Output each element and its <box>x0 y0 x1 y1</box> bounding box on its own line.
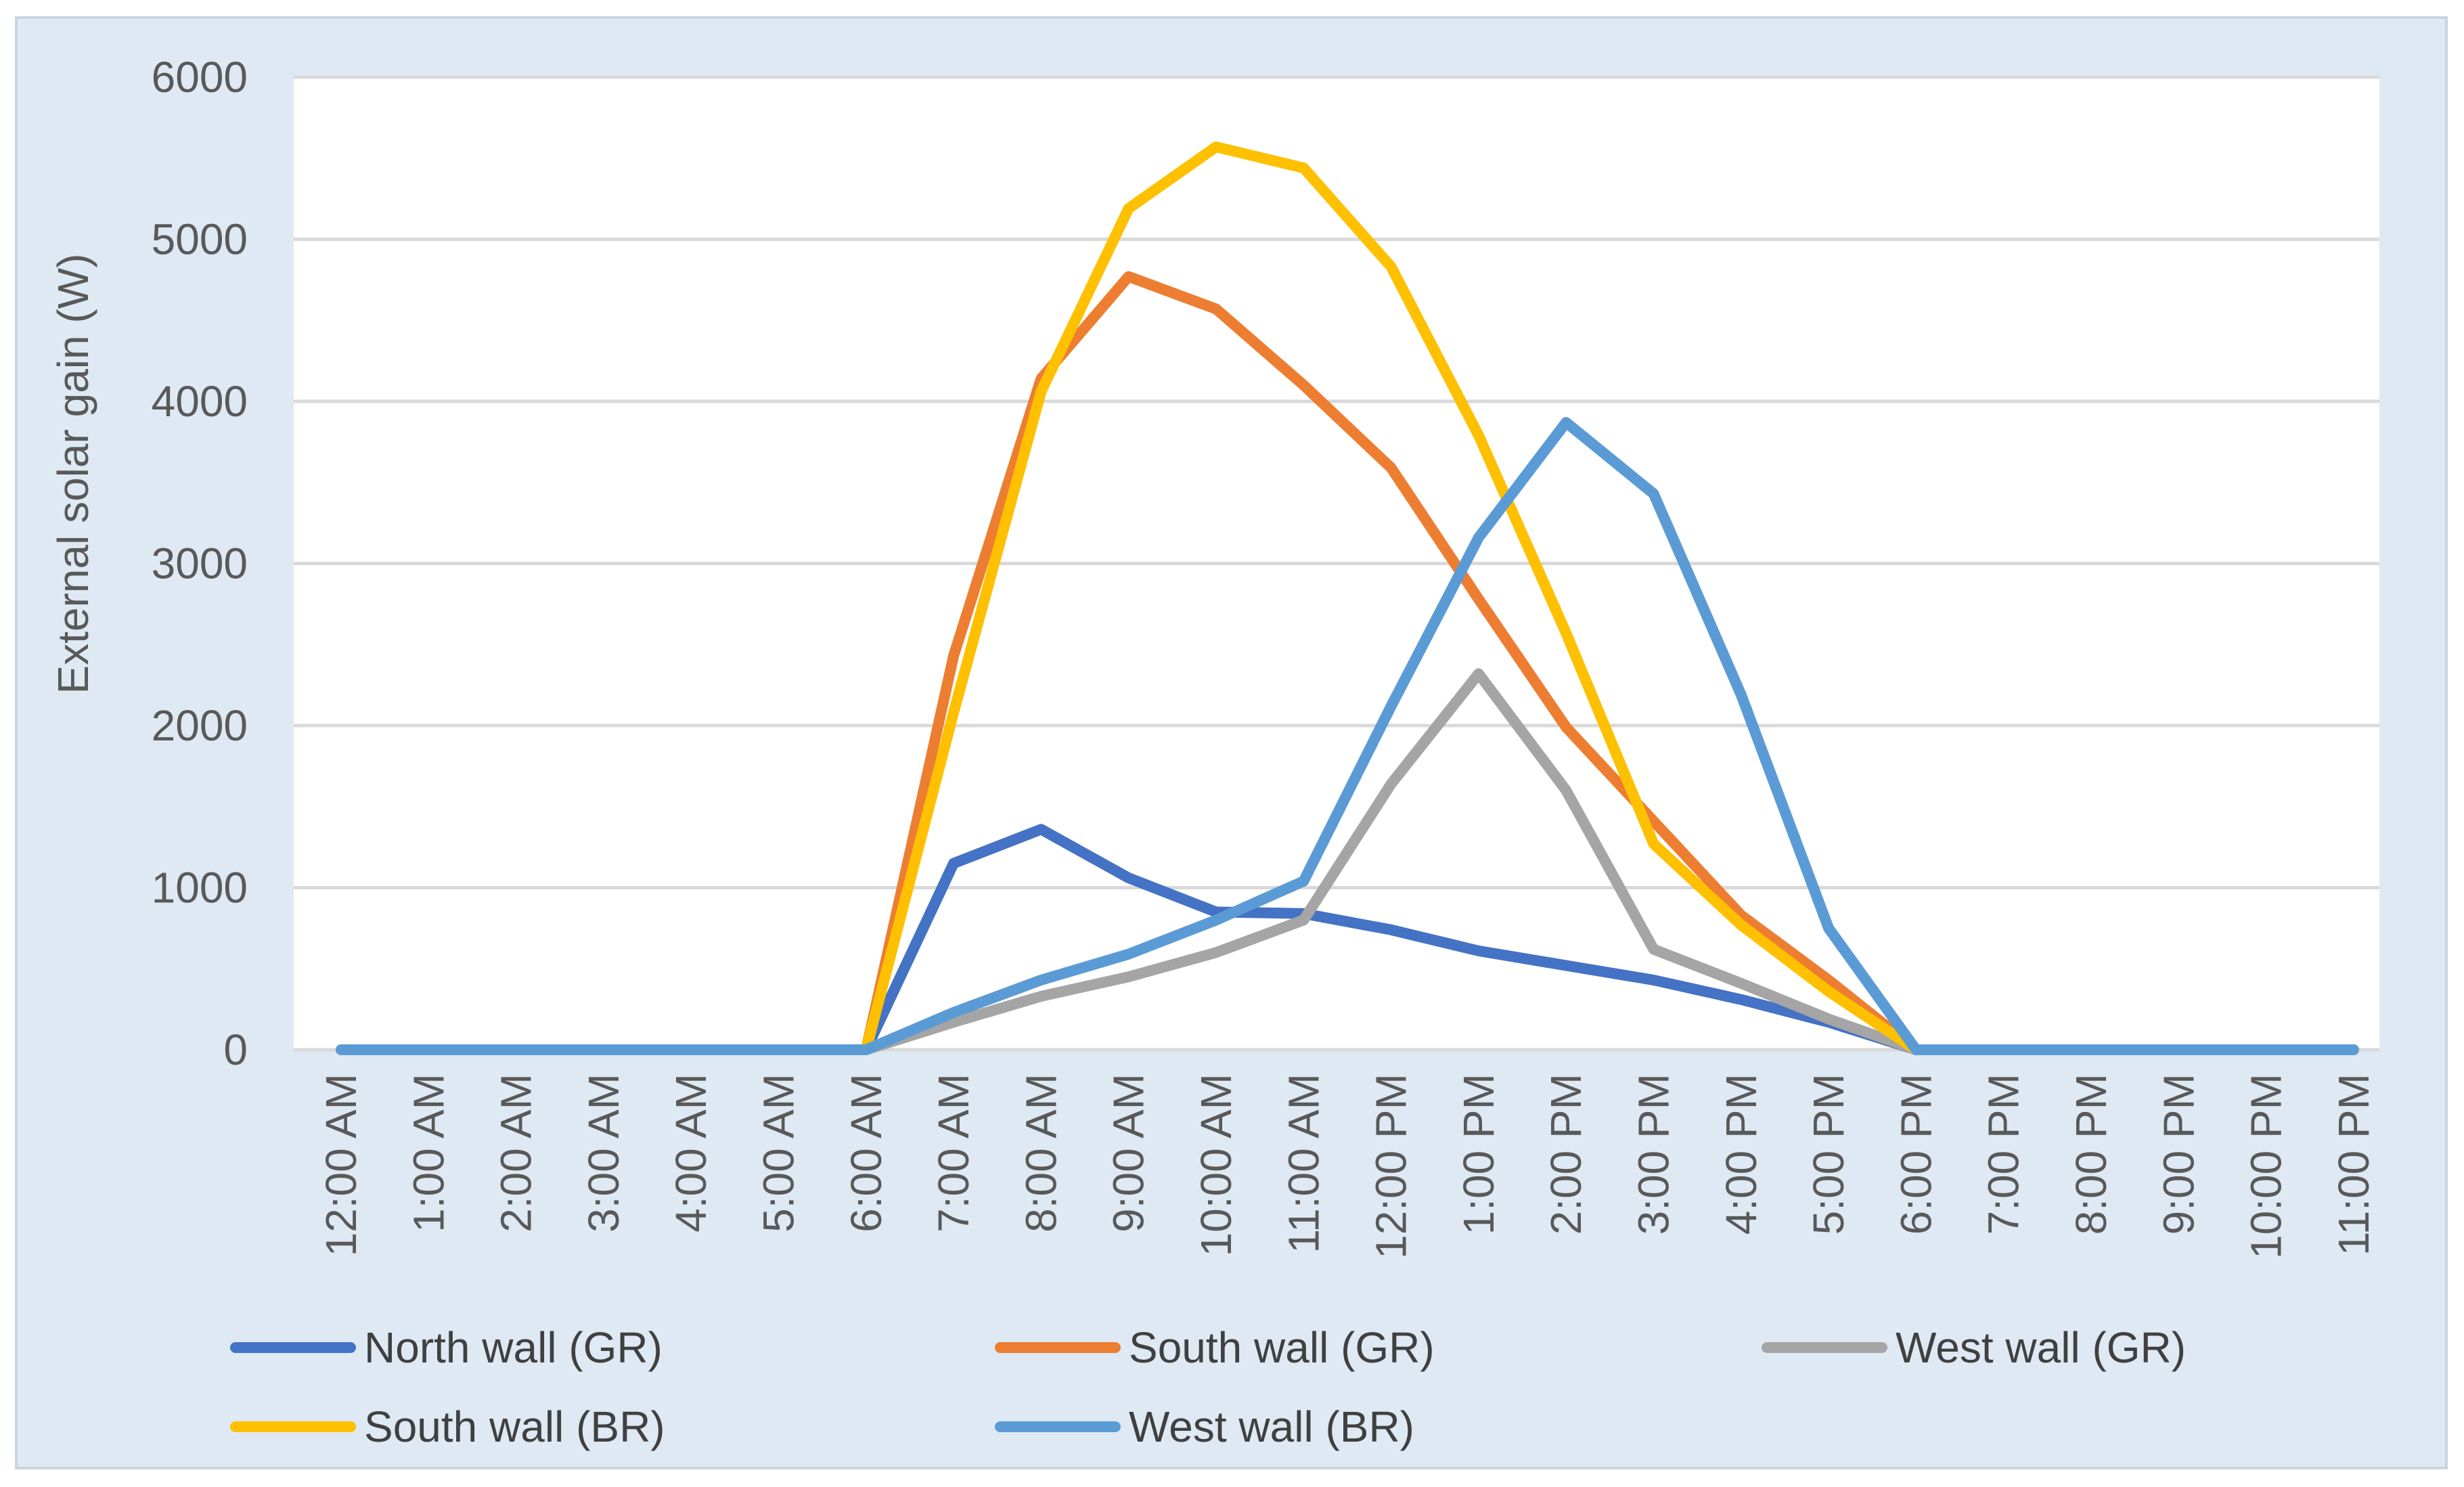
x-tick-label: 8:00 AM <box>1016 1073 1065 1233</box>
series-line-west-wall-br <box>336 417 2359 1055</box>
x-tick-label: 2:00 AM <box>492 1073 541 1233</box>
x-tick-label: 1:00 AM <box>404 1073 453 1233</box>
y-axis-title: External solar gain (W) <box>49 254 97 694</box>
legend-item: South wall (GR) <box>995 1323 1435 1372</box>
legend-label: West wall (GR) <box>1896 1323 2186 1372</box>
legend-item: North wall (GR) <box>230 1323 663 1372</box>
x-tick-label: 9:00 AM <box>1104 1073 1153 1233</box>
y-tick-label: 0 <box>223 1025 248 1074</box>
x-tick-label: 1:00 PM <box>1454 1073 1503 1235</box>
x-axis-ticks: 12:00 AM 1:00 AM 2:00 AM 3:00 AM 4:00 AM 5:00… <box>317 1073 2378 1259</box>
y-tick-label: 2000 <box>152 701 248 750</box>
x-tick-label: 12:00 PM <box>1367 1073 1416 1259</box>
x-tick-label: 12:00 AM <box>317 1073 365 1256</box>
x-tick-label: 3:00 AM <box>579 1073 628 1233</box>
legend-item: West wall (BR) <box>995 1402 1414 1451</box>
y-axis-ticks: 0 1000 2000 3000 4000 5000 6000 <box>152 53 248 1074</box>
x-tick-label: 4:00 AM <box>667 1073 715 1233</box>
x-tick-label: 10:00 AM <box>1192 1073 1240 1256</box>
legend-item: West wall (GR) <box>1762 1323 2186 1372</box>
legend-label: West wall (BR) <box>1129 1402 1414 1451</box>
x-tick-label: 2:00 PM <box>1542 1073 1590 1235</box>
legend-label: North wall (GR) <box>364 1323 663 1372</box>
x-tick-label: 5:00 AM <box>755 1073 803 1233</box>
y-tick-label: 4000 <box>152 377 248 426</box>
x-tick-label: 5:00 PM <box>1804 1073 1853 1235</box>
chart-area: 0 1000 2000 3000 4000 5000 6000 12:00 AM 1:00 A… <box>15 16 2448 1469</box>
x-tick-label: 9:00 PM <box>2154 1073 2203 1235</box>
x-tick-label: 3:00 PM <box>1630 1073 1678 1235</box>
x-tick-label: 4:00 PM <box>1717 1073 1766 1235</box>
y-tick-label: 1000 <box>152 864 248 912</box>
legend-item: South wall (BR) <box>230 1402 665 1451</box>
x-tick-label: 7:00 PM <box>1979 1073 2028 1235</box>
y-tick-label: 5000 <box>152 215 248 264</box>
x-tick-label: 10:00 PM <box>2242 1073 2291 1259</box>
legend-label: South wall (BR) <box>364 1402 665 1451</box>
line-chart: 0 1000 2000 3000 4000 5000 6000 12:00 AM 1:00 A… <box>49 53 2379 1451</box>
x-tick-label: 6:00 AM <box>842 1073 891 1233</box>
x-tick-label: 8:00 PM <box>2067 1073 2115 1235</box>
legend: North wall (GR) South wall (GR) West wall … <box>230 1323 2186 1451</box>
series-lines <box>336 141 2359 1055</box>
x-tick-label: 11:00 PM <box>2329 1073 2378 1256</box>
y-tick-label: 6000 <box>152 53 248 102</box>
x-tick-label: 11:00 AM <box>1279 1073 1328 1253</box>
legend-label: South wall (GR) <box>1129 1323 1435 1372</box>
x-tick-label: 6:00 PM <box>1891 1073 1940 1235</box>
x-tick-label: 7:00 AM <box>929 1073 978 1233</box>
y-tick-label: 3000 <box>152 539 248 588</box>
